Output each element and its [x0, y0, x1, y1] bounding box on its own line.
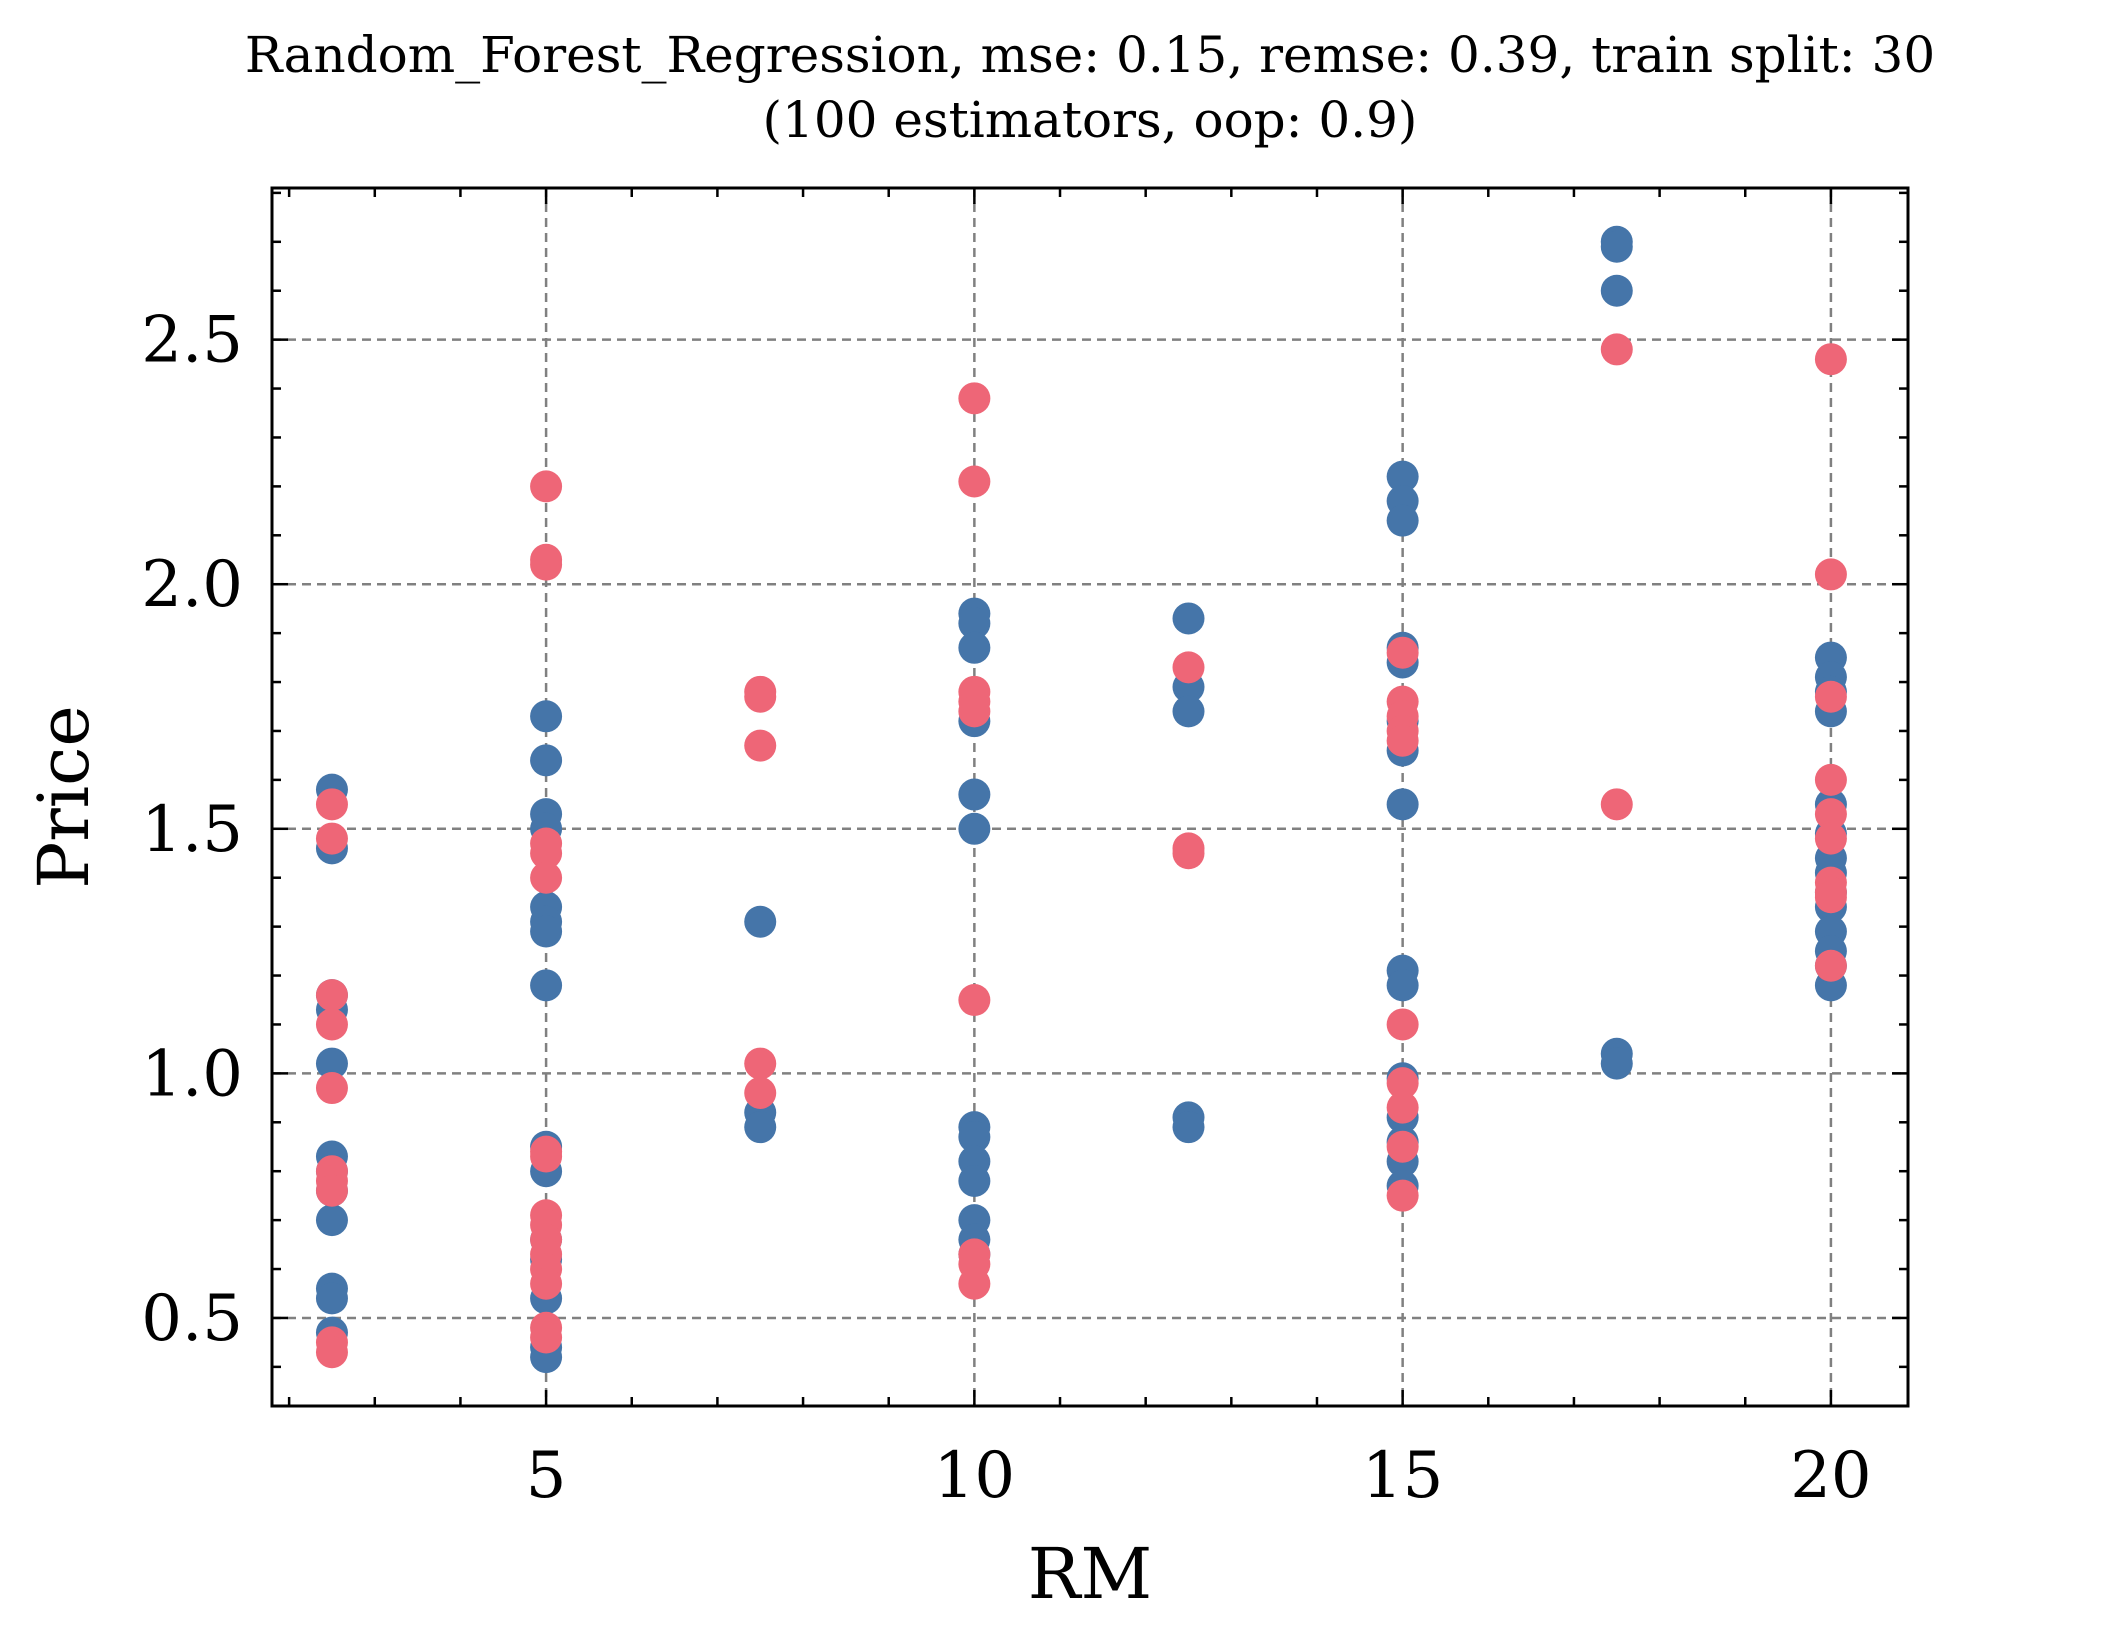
tick-labels: 5 10 15 20 0.5 1.0 1.5 2.0 2.5: [141, 304, 1871, 1513]
data-point: [315, 979, 348, 1012]
data-point: [958, 382, 991, 415]
data-point: [744, 680, 777, 713]
data-point: [1386, 1067, 1419, 1100]
data-point: [315, 788, 348, 821]
data-point: [744, 1047, 777, 1080]
data-point: [1386, 636, 1419, 669]
data-point: [1172, 695, 1205, 728]
data-point: [1814, 798, 1847, 831]
data-point: [1386, 724, 1419, 757]
data-point: [744, 729, 777, 762]
data-point: [958, 1164, 991, 1197]
data-point: [958, 812, 991, 845]
data-point: [530, 470, 563, 503]
data-point: [744, 1111, 777, 1144]
data-point: [1814, 949, 1847, 982]
data-point: [1172, 1111, 1205, 1144]
data-point: [1600, 274, 1633, 307]
data-point: [315, 1282, 348, 1315]
data-point: [958, 1120, 991, 1153]
data-points: [315, 225, 1847, 1374]
data-point: [958, 778, 991, 811]
data-point: [1814, 558, 1847, 591]
data-point: [958, 1267, 991, 1300]
axis-ticks: [272, 188, 1908, 1406]
data-point: [1386, 460, 1419, 493]
data-point: [958, 984, 991, 1016]
data-point: [1172, 602, 1205, 635]
data-point: [1386, 1179, 1419, 1212]
x-tick-label: 10: [934, 1439, 1015, 1513]
data-point: [530, 548, 563, 581]
data-point: [315, 822, 348, 855]
x-tick-label: 15: [1362, 1439, 1443, 1513]
grid-lines: [272, 188, 1908, 1406]
data-point: [958, 465, 991, 498]
data-point: [744, 905, 777, 938]
y-tick-label: 2.0: [141, 548, 243, 622]
data-point: [315, 1336, 348, 1369]
y-tick-label: 1.5: [141, 793, 243, 867]
data-point: [315, 1008, 348, 1041]
data-point: [1386, 788, 1419, 821]
data-point: [530, 1321, 563, 1354]
data-point: [958, 631, 991, 664]
data-point: [1814, 343, 1847, 376]
data-point: [530, 1140, 563, 1173]
data-point: [315, 1072, 348, 1105]
data-point: [1600, 788, 1633, 821]
series-2: [315, 333, 1847, 1369]
data-point: [1386, 1130, 1419, 1163]
data-point: [1600, 333, 1633, 366]
y-axis-label: Price: [23, 705, 105, 889]
data-point: [1814, 763, 1847, 796]
data-point: [1814, 680, 1847, 713]
y-tick-label: 1.0: [141, 1037, 243, 1111]
data-point: [530, 1267, 563, 1300]
y-tick-label: 0.5: [141, 1282, 243, 1356]
data-point: [530, 700, 563, 733]
data-point: [1600, 230, 1633, 263]
data-point: [1172, 837, 1205, 870]
data-point: [315, 1047, 348, 1080]
data-point: [1386, 1008, 1419, 1041]
chart-title: Random_Forest_Regression, mse: 0.15, rem…: [245, 26, 1935, 84]
y-tick-label: 2.5: [141, 304, 243, 378]
data-point: [1814, 881, 1847, 914]
data-point: [1386, 969, 1419, 1002]
data-point: [530, 969, 563, 1002]
data-point: [1172, 651, 1205, 684]
data-point: [530, 837, 563, 870]
x-tick-label: 20: [1790, 1439, 1871, 1513]
x-tick-label: 5: [526, 1439, 567, 1513]
x-axis-label: RM: [1028, 1533, 1152, 1615]
data-point: [958, 695, 991, 728]
data-point: [530, 915, 563, 948]
data-point: [1600, 1047, 1633, 1080]
data-point: [1386, 504, 1419, 537]
chart-subtitle: (100 estimators, oop: 0.9): [763, 91, 1418, 149]
data-point: [958, 607, 991, 640]
data-point: [1386, 1091, 1419, 1124]
data-point: [315, 1204, 348, 1237]
data-point: [315, 1174, 348, 1207]
data-point: [1814, 822, 1847, 855]
data-point: [530, 861, 563, 894]
data-point: [744, 1076, 777, 1109]
data-point: [530, 744, 563, 777]
plot-frame: [270, 186, 1910, 1408]
